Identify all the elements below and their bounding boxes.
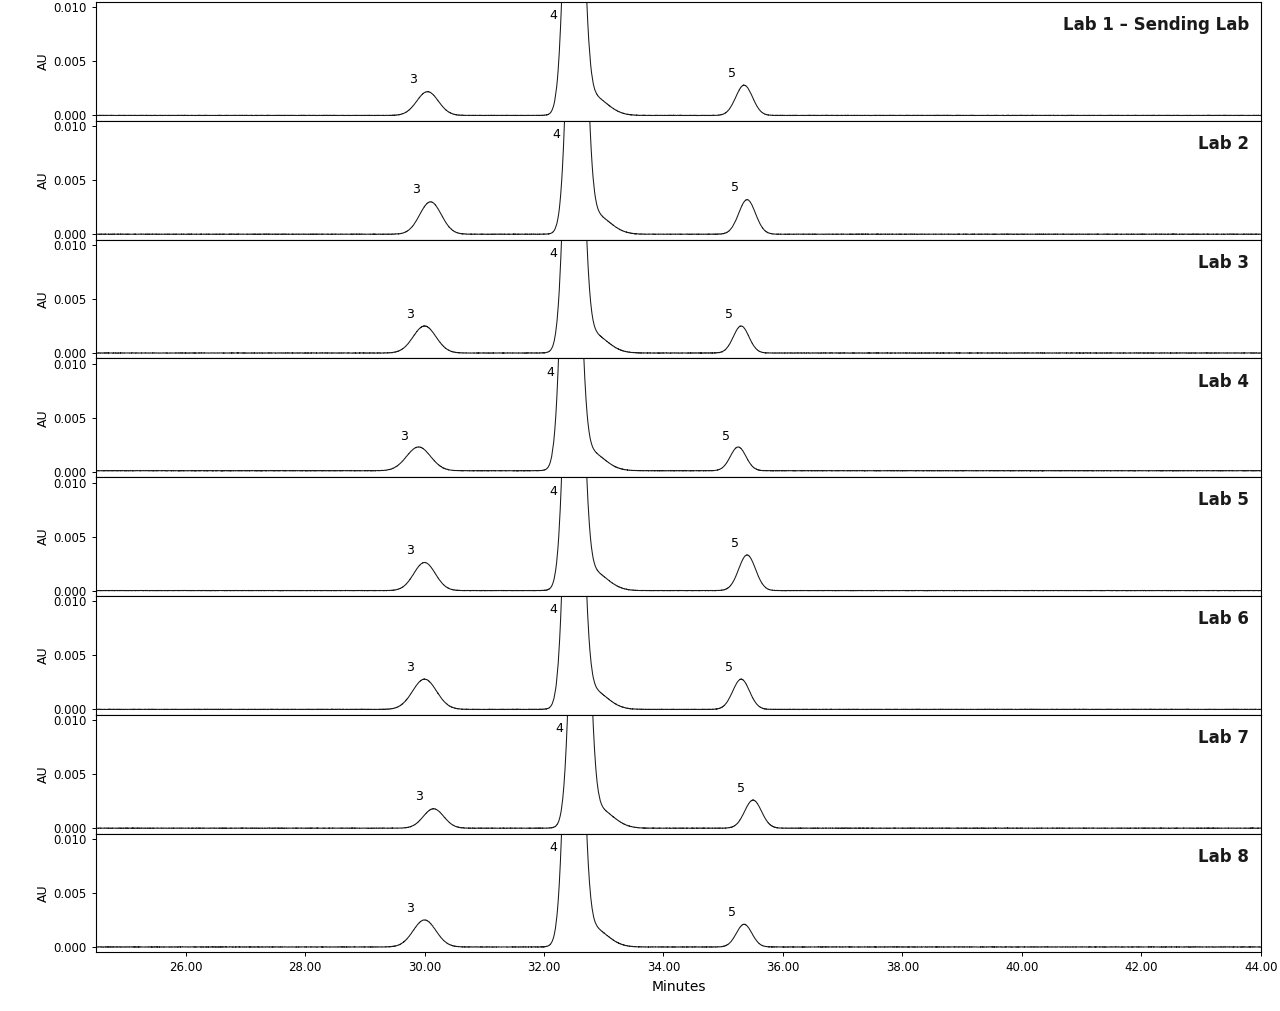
Text: Lab 6: Lab 6 [1198, 611, 1249, 628]
Text: 5: 5 [737, 782, 745, 795]
Text: Lab 7: Lab 7 [1198, 729, 1249, 747]
Text: 4: 4 [549, 604, 557, 617]
Y-axis label: AU: AU [36, 647, 50, 664]
Text: 3: 3 [406, 661, 413, 673]
Text: 4: 4 [552, 128, 559, 142]
Text: 3: 3 [406, 307, 413, 320]
Y-axis label: AU: AU [36, 528, 50, 545]
Text: Lab 4: Lab 4 [1198, 373, 1249, 390]
Y-axis label: AU: AU [36, 290, 50, 307]
Text: Lab 1 – Sending Lab: Lab 1 – Sending Lab [1062, 16, 1249, 34]
Text: 4: 4 [549, 9, 557, 22]
Text: 4: 4 [547, 366, 554, 379]
Text: Lab 8: Lab 8 [1198, 848, 1249, 865]
Y-axis label: AU: AU [36, 765, 50, 783]
Y-axis label: AU: AU [36, 172, 50, 189]
Text: 5: 5 [726, 307, 733, 320]
Y-axis label: AU: AU [36, 53, 50, 70]
Text: 5: 5 [731, 181, 739, 194]
Text: Lab 2: Lab 2 [1198, 135, 1249, 153]
Text: 5: 5 [722, 430, 730, 443]
Text: 4: 4 [556, 722, 563, 735]
Text: 3: 3 [415, 791, 422, 804]
Text: 4: 4 [549, 841, 557, 854]
Text: 5: 5 [728, 67, 736, 80]
Text: 4: 4 [549, 247, 557, 260]
Text: 4: 4 [549, 484, 557, 497]
Text: 3: 3 [406, 902, 413, 915]
Text: 5: 5 [731, 537, 739, 550]
Y-axis label: AU: AU [36, 885, 50, 902]
Text: 5: 5 [726, 661, 733, 673]
X-axis label: Minutes: Minutes [652, 980, 705, 994]
Text: 5: 5 [728, 906, 736, 919]
Text: Lab 3: Lab 3 [1198, 254, 1249, 272]
Text: 3: 3 [406, 544, 413, 557]
Y-axis label: AU: AU [36, 409, 50, 427]
Text: 3: 3 [408, 73, 416, 86]
Text: Lab 5: Lab 5 [1198, 491, 1249, 510]
Text: 3: 3 [412, 183, 420, 196]
Text: 3: 3 [399, 430, 407, 443]
